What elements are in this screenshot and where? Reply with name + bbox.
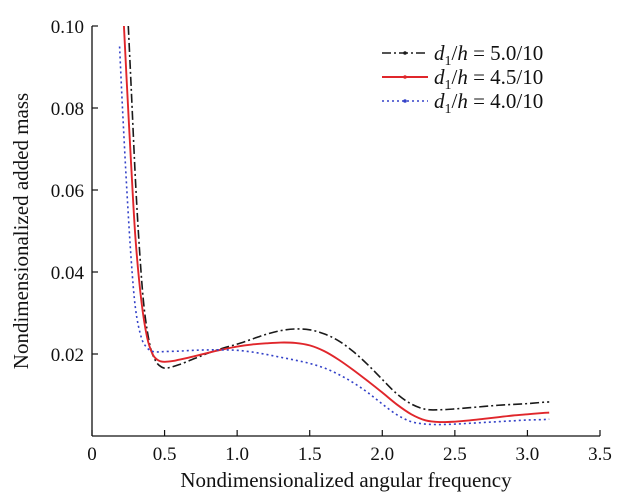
x-tick-label: 3.5 [588, 444, 612, 465]
y-tick-label: 0.08 [51, 99, 84, 120]
legend-label-1: d1/h = 5.0/10 [434, 41, 543, 69]
x-axis-label: Nondimensionalized angular frequency [180, 468, 512, 492]
y-ticks: 0.02 0.04 0.06 0.08 0.10 [51, 17, 98, 366]
x-tick-label: 1.5 [298, 444, 322, 465]
y-tick-label: 0.06 [51, 181, 84, 202]
x-ticks: 0 0.5 1.0 1.5 2.0 2.5 3.0 3.5 [87, 430, 612, 465]
y-axis-label: Nondimensionalized added mass [9, 93, 33, 369]
legend-label-3: d1/h = 4.0/10 [434, 89, 543, 117]
legend-marker-2 [403, 75, 407, 79]
x-tick-label: 2.5 [443, 444, 467, 465]
series-layer [118, 26, 550, 426]
x-tick-label: 0.5 [153, 444, 177, 465]
series-line-2 [122, 26, 550, 424]
y-tick-label: 0.10 [51, 17, 84, 38]
legend-marker-3 [403, 99, 407, 103]
y-tick-label: 0.02 [51, 345, 84, 366]
legend-label-2: d1/h = 4.5/10 [434, 65, 543, 93]
x-tick-label: 3.0 [516, 444, 540, 465]
x-tick-label: 2.0 [370, 444, 394, 465]
x-tick-label: 0 [87, 444, 97, 465]
x-tick-label: 1.0 [225, 444, 249, 465]
series-line-1 [127, 26, 550, 411]
legend-marker-1 [403, 51, 407, 55]
y-tick-label: 0.04 [51, 263, 85, 284]
series-line-3 [118, 46, 550, 426]
